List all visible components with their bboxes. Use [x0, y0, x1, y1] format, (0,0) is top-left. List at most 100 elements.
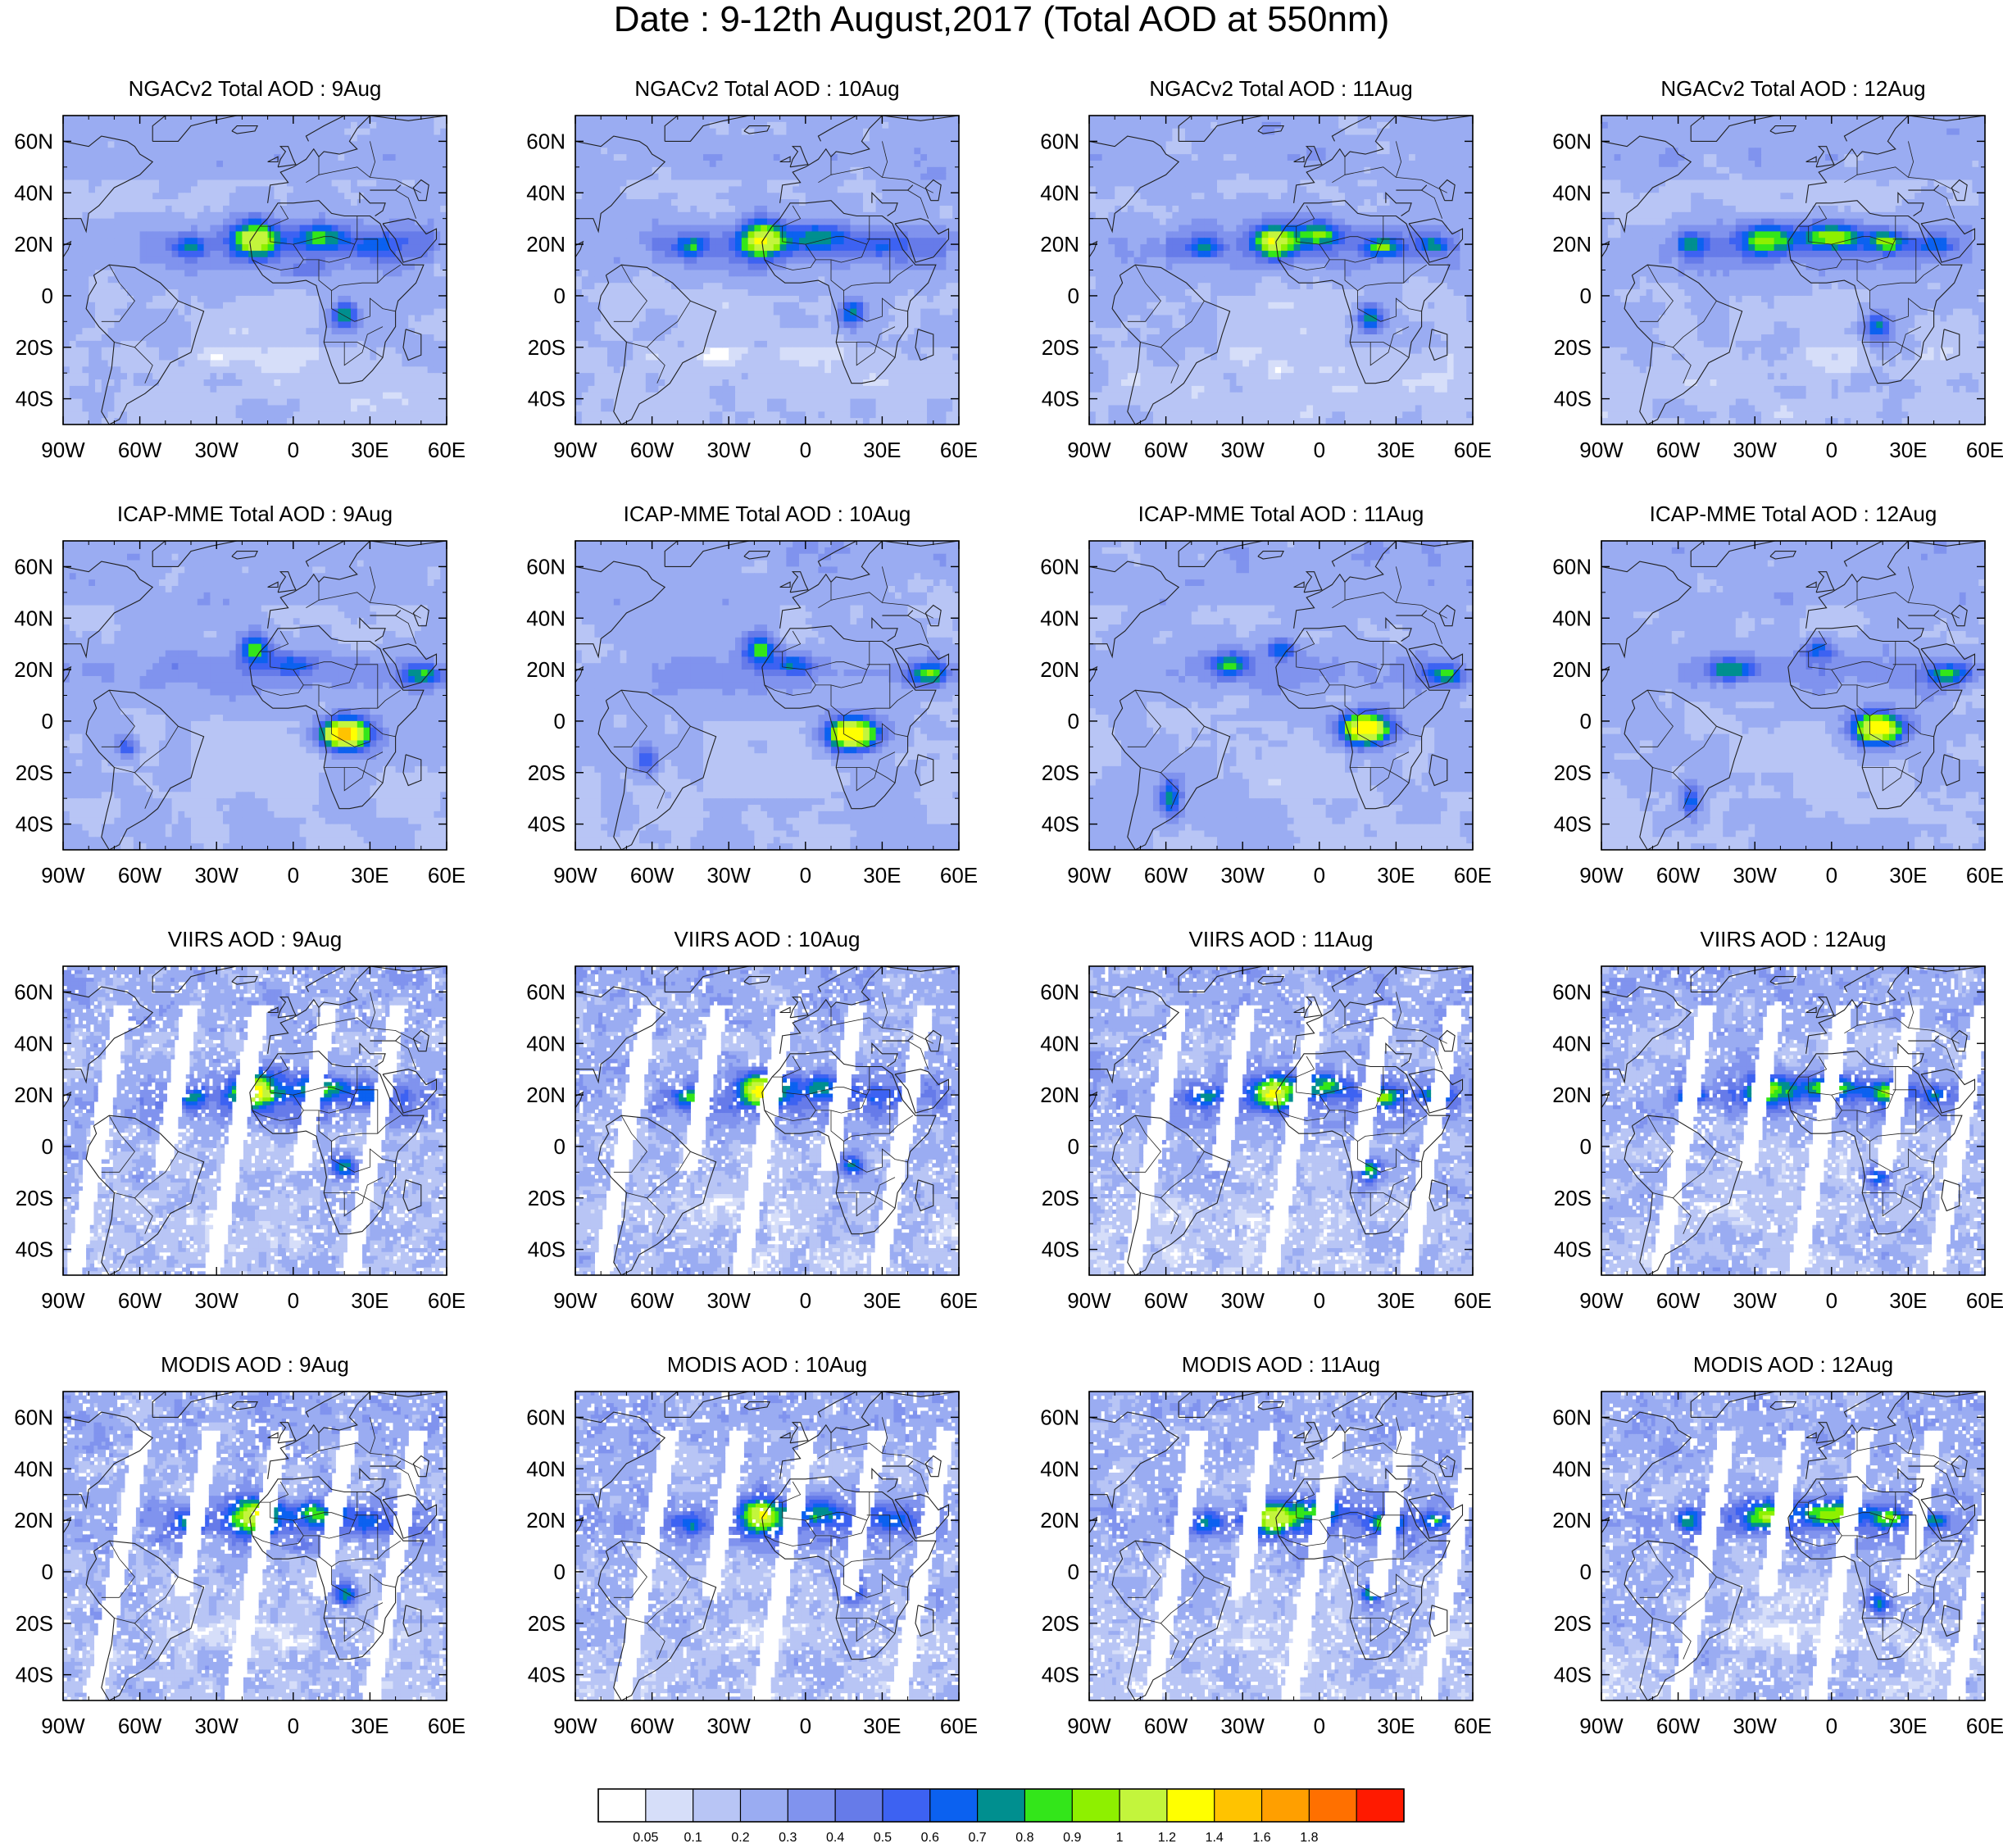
aod-cell: [63, 148, 70, 154]
aod-cell: [633, 167, 639, 174]
aod-cell: [268, 334, 275, 341]
aod-cell: [198, 238, 204, 244]
aod-cell: [248, 193, 255, 199]
aod-cell: [293, 315, 300, 321]
aod-cell: [166, 289, 172, 296]
aod-cell: [332, 244, 338, 251]
aod-cell: [671, 328, 678, 334]
aod-cell: [434, 302, 440, 309]
aod-cell: [140, 379, 147, 386]
aod-cell: [812, 141, 819, 148]
aod-cell: [735, 289, 742, 296]
aod-cell: [198, 180, 204, 187]
aod-cell: [274, 270, 280, 277]
aod-cell: [620, 212, 627, 219]
aod-cell: [588, 264, 595, 270]
aod-cell: [838, 231, 844, 238]
aod-cell: [210, 399, 216, 406]
aod-cell: [357, 283, 364, 289]
aod-cell: [229, 405, 236, 411]
aod-cell: [408, 347, 415, 354]
aod-cell: [319, 161, 325, 167]
aod-cell: [722, 315, 729, 321]
aod-cell: [236, 354, 243, 361]
aod-cell: [876, 225, 883, 232]
aod-cell: [402, 154, 408, 161]
aod-cell: [844, 186, 851, 193]
aod-cell: [152, 148, 159, 154]
aod-cell: [658, 193, 665, 199]
aod-cell: [575, 193, 582, 199]
aod-cell: [357, 411, 364, 418]
aod-cell: [210, 296, 216, 302]
aod-cell: [601, 257, 607, 264]
aod-cell: [268, 231, 275, 238]
aod-cell: [588, 116, 595, 122]
aod-cell: [108, 386, 115, 393]
aod-cell: [396, 328, 402, 334]
aod-cell: [838, 186, 844, 193]
aod-cell: [626, 296, 633, 302]
aod-cell: [735, 180, 742, 187]
aod-cell: [376, 283, 383, 289]
aod-cell: [287, 135, 293, 142]
aod-cell: [882, 244, 888, 251]
aod-cell: [722, 270, 729, 277]
aod-cell: [761, 309, 767, 316]
aod-cell: [582, 264, 588, 270]
aod-cell: [633, 289, 639, 296]
aod-cell: [370, 309, 376, 316]
aod-cell: [703, 296, 710, 302]
aod-cell: [844, 180, 851, 187]
aod-cell: [261, 270, 268, 277]
aod-cell: [806, 264, 812, 270]
aod-cell: [306, 251, 312, 257]
aod-cell: [255, 354, 261, 361]
aod-cell: [159, 315, 166, 321]
aod-cell: [620, 244, 627, 251]
aod-cell: [614, 251, 620, 257]
aod-cell: [710, 180, 716, 187]
aod-cell: [703, 174, 710, 180]
aod-cell: [434, 347, 440, 354]
aod-cell: [198, 399, 204, 406]
aod-cell: [280, 334, 287, 341]
aod-cell: [408, 180, 415, 187]
aod-cell: [184, 212, 191, 219]
aod-cell: [908, 231, 915, 238]
aod-cell: [166, 186, 172, 193]
aod-cell: [799, 244, 806, 251]
aod-cell: [421, 309, 428, 316]
aod-cell: [933, 276, 940, 283]
aod-cell: [140, 360, 147, 366]
aod-cell: [312, 347, 319, 354]
aod-cell: [255, 174, 261, 180]
aod-cell: [300, 283, 307, 289]
aod-cell: [940, 219, 947, 225]
aod-cell: [588, 257, 595, 264]
aod-cell: [210, 129, 216, 135]
aod-cell: [102, 283, 108, 289]
aod-cell: [223, 206, 229, 212]
aod-cell: [421, 296, 428, 302]
aod-cell: [690, 309, 697, 316]
aod-cell: [933, 257, 940, 264]
aod-cell: [856, 296, 863, 302]
aod-cell: [223, 135, 229, 142]
aod-cell: [332, 411, 338, 418]
aod-cell: [152, 309, 159, 316]
aod-cell: [198, 154, 204, 161]
aod-cell: [255, 141, 261, 148]
aod-cell: [940, 154, 947, 161]
aod-cell: [396, 129, 402, 135]
aod-cell: [742, 328, 748, 334]
aod-cell: [946, 231, 952, 238]
aod-cell: [274, 379, 280, 386]
aod-cell: [876, 231, 883, 238]
aod-cell: [312, 366, 319, 373]
aod-cell: [863, 302, 870, 309]
aod-cell: [114, 264, 120, 270]
aod-cell: [697, 212, 703, 219]
aod-cell: [319, 366, 325, 373]
aod-cell: [204, 283, 211, 289]
